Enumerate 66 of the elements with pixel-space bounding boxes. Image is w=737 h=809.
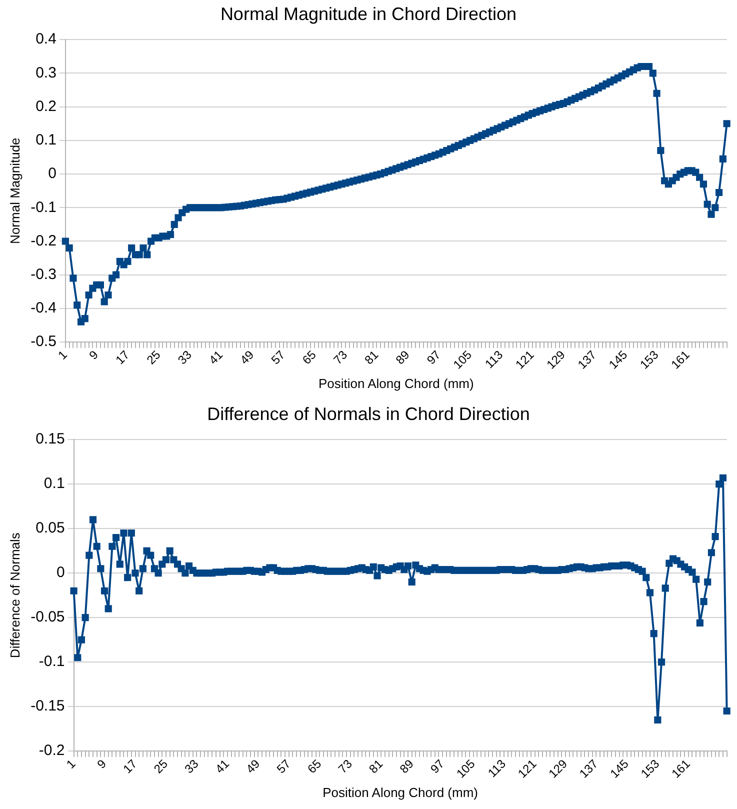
x-tick-label: 57 — [268, 347, 288, 368]
x-tick-label: 113 — [485, 756, 509, 780]
x-tick-label: 145 — [607, 756, 632, 781]
x-tick-label: 105 — [450, 347, 475, 372]
y-tick-label: -0.2 — [38, 742, 65, 760]
x-tick-label: 161 — [668, 347, 693, 372]
x-tick-label: 9 — [94, 756, 110, 772]
x-tick-label: 137 — [576, 756, 601, 781]
y-tick-label: -0.5 — [30, 333, 56, 350]
y-tick-label: 0.3 — [36, 64, 56, 82]
y-tick-label: -0.2 — [30, 232, 56, 250]
x-tick-label: 81 — [366, 756, 386, 776]
x-tick-label: 41 — [212, 756, 232, 776]
x-tick-label: 65 — [300, 347, 320, 368]
x-tick-label: 97 — [428, 756, 448, 776]
x-tick-label: 113 — [482, 347, 506, 372]
x-tick-label: 33 — [175, 347, 195, 368]
x-tick-label: 9 — [86, 347, 102, 362]
x-tick-label: 81 — [362, 347, 382, 368]
x-tick-label: 41 — [206, 347, 226, 368]
x-tick-label: 153 — [638, 756, 662, 781]
chart-title: Normal Magnitude in Chord Direction — [220, 4, 517, 24]
x-tick-label: 121 — [512, 347, 537, 372]
x-axis-title: Position Along Chord (mm) — [318, 376, 474, 391]
y-tick-label: -0.05 — [30, 608, 65, 626]
x-tick-label: 129 — [546, 756, 570, 781]
x-tick-label: 153 — [637, 347, 662, 372]
x-tick-label: 121 — [515, 756, 540, 781]
x-tick-label: 57 — [274, 756, 294, 776]
y-tick-label: -0.1 — [30, 198, 56, 216]
x-tick-label: 49 — [243, 756, 263, 776]
y-axis-title: Difference of Normals — [7, 532, 22, 658]
y-tick-label: 0.1 — [44, 475, 65, 492]
x-tick-label: 73 — [330, 347, 350, 368]
y-tick-label: 0 — [56, 564, 65, 582]
y-tick-label: 0.15 — [36, 430, 65, 448]
x-tick-label: 49 — [237, 347, 257, 368]
y-tick-label: -0.4 — [30, 300, 56, 317]
y-tick-label: 0.05 — [36, 520, 65, 537]
x-axis-title: Position Along Chord (mm) — [322, 784, 478, 800]
x-tick-label: 65 — [304, 756, 324, 776]
x-tick-label: 161 — [668, 756, 694, 781]
x-tick-label: 17 — [112, 347, 132, 368]
y-tick-label: -0.3 — [30, 266, 56, 283]
x-tick-label: 97 — [424, 347, 444, 368]
y-axis-title: Normal Magnitude — [7, 138, 22, 244]
y-tick-label: -0.1 — [38, 653, 65, 670]
x-tick-label: 89 — [396, 756, 417, 776]
y-tick-label: 0 — [48, 165, 56, 182]
x-tick-label: 25 — [151, 756, 171, 776]
y-tick-label: 0.1 — [36, 132, 56, 149]
x-tick-label: 25 — [144, 347, 164, 368]
x-tick-label: 105 — [454, 756, 478, 781]
x-tick-label: 1 — [55, 347, 70, 362]
x-tick-label: 129 — [544, 347, 568, 372]
y-tick-label: 0.4 — [36, 30, 56, 48]
y-tick-label: 0.2 — [36, 98, 56, 115]
x-tick-label: 137 — [574, 347, 600, 372]
x-tick-label: 17 — [120, 756, 140, 776]
x-tick-label: 1 — [64, 756, 78, 772]
chart-title: Difference of Normals in Chord Direction — [207, 404, 530, 424]
x-tick-label: 89 — [392, 347, 412, 368]
x-tick-label: 145 — [606, 347, 630, 372]
x-tick-label: 73 — [335, 756, 356, 776]
x-tick-label: 33 — [182, 756, 202, 776]
y-tick-label: -0.15 — [30, 698, 65, 715]
